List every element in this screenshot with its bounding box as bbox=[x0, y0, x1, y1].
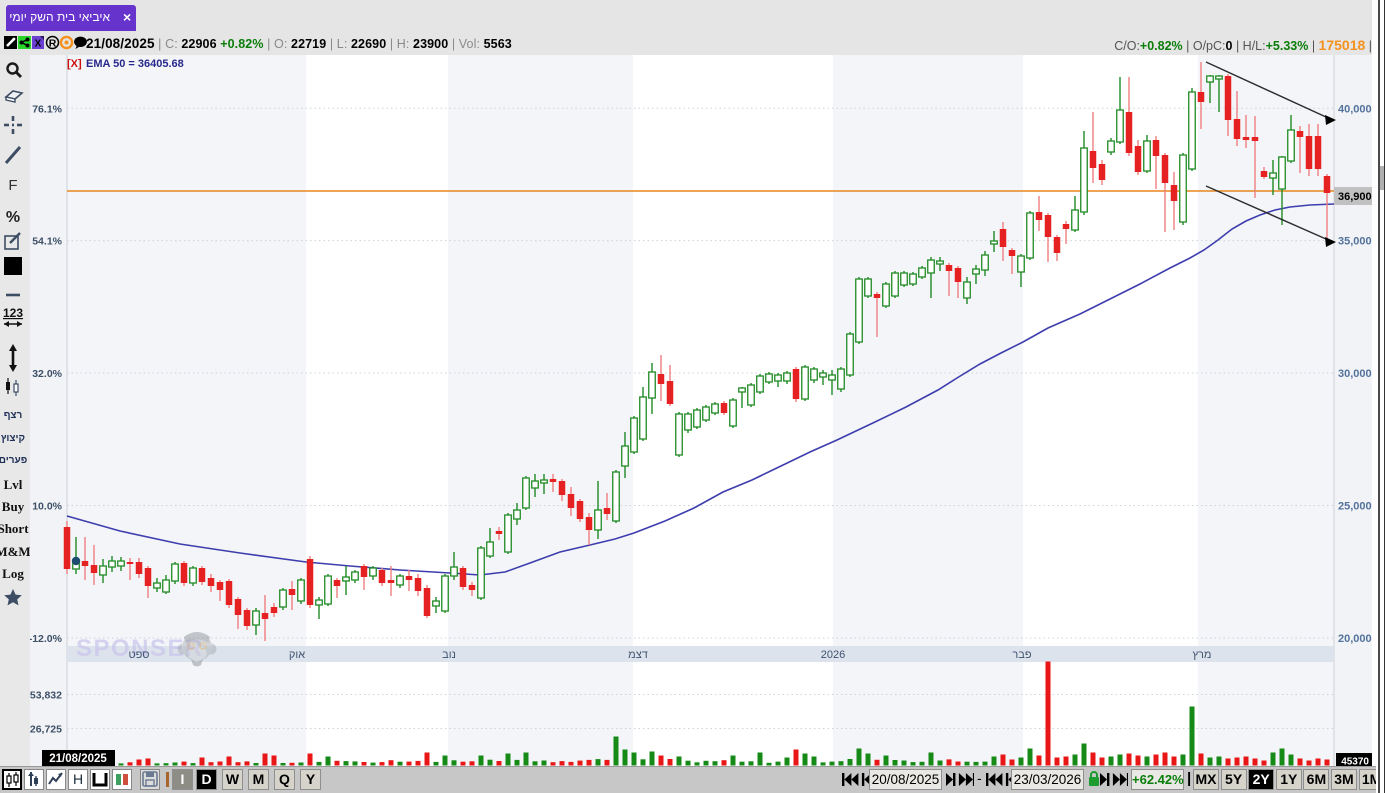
svg-text:[X]: [X] bbox=[67, 58, 82, 70]
svg-text:2026: 2026 bbox=[821, 649, 845, 661]
svg-text:%: % bbox=[6, 209, 20, 226]
svg-text:Short: Short bbox=[0, 521, 29, 536]
svg-text:SPONSER: SPONSER bbox=[76, 635, 204, 662]
svg-text:X: X bbox=[35, 39, 42, 50]
svg-text:10.0%: 10.0% bbox=[32, 501, 62, 513]
svg-text:F: F bbox=[8, 177, 17, 194]
svg-text:30,000: 30,000 bbox=[1338, 368, 1372, 380]
svg-text:32.0%: 32.0% bbox=[32, 368, 62, 380]
svg-text:אוק: אוק bbox=[289, 649, 305, 661]
svg-text:ספט: ספט bbox=[129, 649, 150, 661]
svg-text:Lvl: Lvl bbox=[4, 477, 23, 492]
svg-text:רצף: רצף bbox=[4, 410, 23, 421]
svg-text:21/08/2025: 21/08/2025 bbox=[49, 753, 107, 765]
svg-text:35,000: 35,000 bbox=[1338, 236, 1372, 248]
svg-text:פערים: פערים bbox=[0, 455, 27, 466]
svg-text:קיצוץ: קיצוץ bbox=[1, 433, 25, 444]
svg-text:H: H bbox=[73, 771, 83, 787]
svg-text:נוב: נוב bbox=[442, 649, 456, 661]
svg-text:M&M: M&M bbox=[0, 544, 30, 559]
svg-text:25,000: 25,000 bbox=[1338, 501, 1372, 513]
svg-text:-12.0%: -12.0% bbox=[30, 633, 63, 645]
svg-text:40,000: 40,000 bbox=[1338, 103, 1372, 115]
svg-text:פבר: פבר bbox=[1012, 649, 1031, 661]
svg-text:45370: 45370 bbox=[1341, 757, 1369, 767]
svg-text:123: 123 bbox=[3, 306, 23, 320]
svg-text:26,725: 26,725 bbox=[30, 724, 62, 736]
svg-text:R: R bbox=[49, 38, 57, 50]
svg-text:76.1%: 76.1% bbox=[32, 103, 62, 115]
svg-text:דצמ: דצמ bbox=[628, 649, 648, 661]
svg-text:EMA 50 = 36405.68: EMA 50 = 36405.68 bbox=[86, 58, 184, 70]
svg-text:36,900: 36,900 bbox=[1338, 191, 1372, 203]
svg-text:Buy: Buy bbox=[2, 499, 25, 514]
svg-text:Log: Log bbox=[2, 566, 24, 581]
svg-text:20,000: 20,000 bbox=[1338, 633, 1372, 645]
svg-text:מרץ: מרץ bbox=[1193, 649, 1212, 661]
svg-text:53,832: 53,832 bbox=[30, 690, 62, 702]
svg-text:54.1%: 54.1% bbox=[32, 236, 62, 248]
